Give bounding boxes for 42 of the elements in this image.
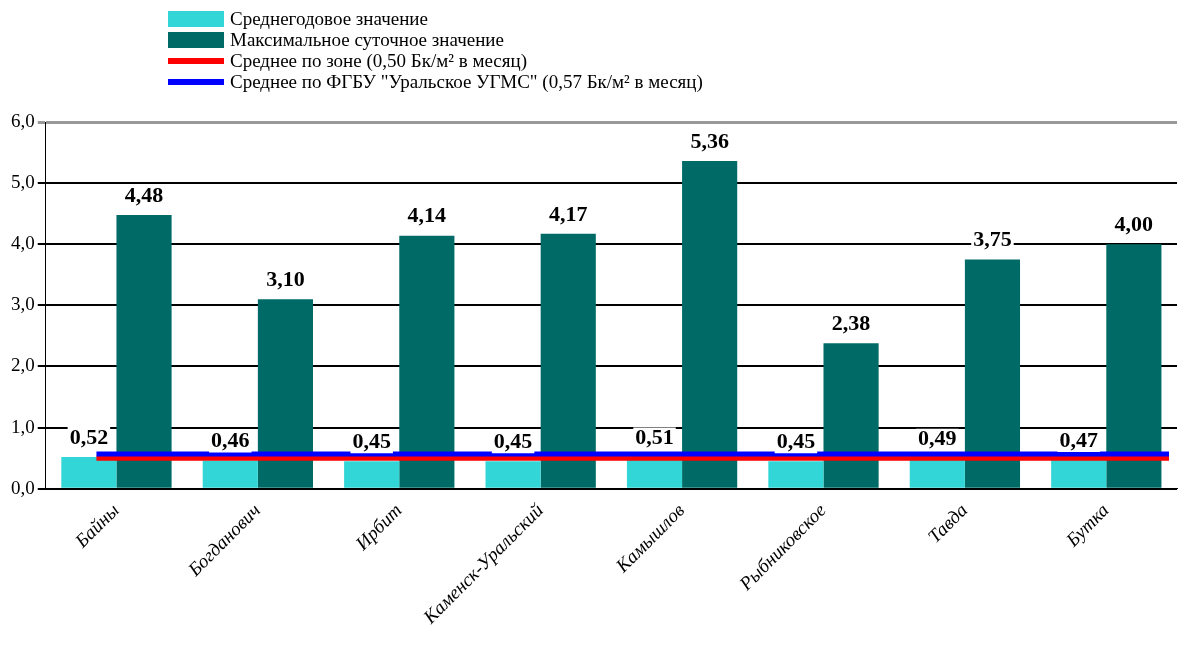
data-label: 0,52	[69, 423, 109, 449]
y-tick-label: 0,0	[11, 476, 35, 498]
bar	[257, 299, 314, 488]
data-label: 4,17	[549, 200, 588, 226]
data-label: 4,14	[407, 202, 447, 228]
bar	[1051, 460, 1107, 488]
data-label: 2,38	[831, 309, 871, 335]
legend-label: Среднее по зоне (0,50 Бк/м² в месяц)	[230, 50, 528, 71]
bar	[61, 456, 117, 488]
data-label: 4,48	[124, 181, 164, 207]
y-tick-label: 2,0	[11, 354, 35, 376]
bar	[116, 214, 172, 488]
bar	[485, 461, 541, 488]
y-tick-label: 1,0	[11, 415, 35, 437]
bar	[1106, 244, 1162, 488]
y-tick-label: 3,0	[11, 293, 35, 315]
legend-label: Среднегодовое значение	[230, 8, 428, 29]
bar	[540, 233, 596, 488]
bar	[399, 235, 455, 488]
data-label: 0,49	[918, 425, 957, 451]
data-label: 5,36	[690, 127, 729, 153]
bar	[344, 461, 400, 488]
y-tick-label: 5,0	[11, 171, 35, 193]
bar	[909, 458, 965, 488]
data-label: 3,10	[266, 265, 305, 291]
data-label: 0,45	[493, 427, 533, 453]
y-tick-label: 6,0	[11, 109, 35, 131]
bar	[202, 460, 258, 488]
legend-label: Среднее по ФГБУ "Уральское УГМС" (0,57 Бк/м² в месяц)	[230, 71, 703, 92]
bar	[768, 461, 824, 488]
data-label: 0,46	[211, 427, 250, 453]
bar	[682, 161, 738, 488]
data-label: 0,45	[776, 427, 816, 453]
data-label: 0,45	[352, 427, 391, 453]
data-label: 3,75	[973, 226, 1012, 252]
bar	[823, 343, 879, 488]
data-label: 0,47	[1059, 426, 1098, 452]
data-label: 4,00	[1114, 210, 1154, 236]
y-tick-label: 4,0	[11, 232, 35, 254]
legend-label: Максимальное суточное значение	[230, 29, 504, 50]
data-label: 0,51	[635, 424, 674, 450]
bar	[964, 259, 1021, 488]
